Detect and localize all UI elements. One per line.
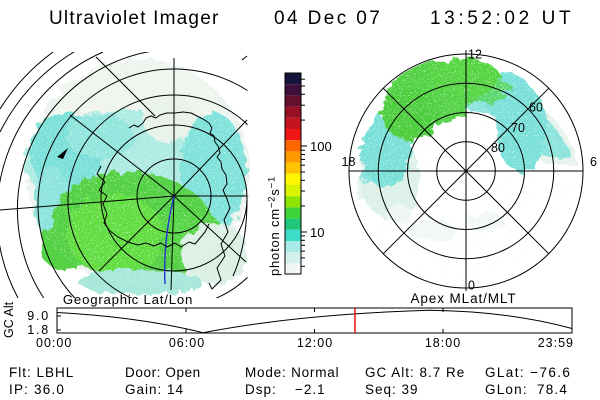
svg-text:photon cm−2s−1: photon cm−2s−1 <box>267 176 283 276</box>
svg-text:78.4: 78.4 <box>537 382 568 397</box>
svg-text:12:00: 12:00 <box>297 336 333 350</box>
svg-text:70: 70 <box>511 121 525 135</box>
svg-text:Gain: 14: Gain: 14 <box>125 382 184 397</box>
svg-text:GC Alt: GC Alt <box>2 301 16 338</box>
svg-text:Flt: LBHL: Flt: LBHL <box>9 365 74 380</box>
svg-text:10: 10 <box>310 225 324 240</box>
svg-text:80: 80 <box>491 141 505 155</box>
svg-text:18: 18 <box>342 155 356 169</box>
svg-text:Apex MLat/MLT: Apex MLat/MLT <box>411 291 517 306</box>
svg-text:13:52:02 UT: 13:52:02 UT <box>430 8 574 29</box>
svg-text:Ultraviolet Imager: Ultraviolet Imager <box>49 8 219 29</box>
svg-text:100: 100 <box>310 139 332 154</box>
svg-text:GC Alt: 8.7 Re: GC Alt: 8.7 Re <box>365 365 465 380</box>
svg-text:18:00: 18:00 <box>425 336 461 350</box>
svg-text:Seq: 39: Seq: 39 <box>365 382 419 397</box>
svg-text:06:00: 06:00 <box>169 336 205 350</box>
svg-text:Mode: Normal: Mode: Normal <box>245 365 339 380</box>
svg-text:60: 60 <box>529 101 543 115</box>
svg-text:Geographic Lat/Lon: Geographic Lat/Lon <box>63 292 193 307</box>
svg-text:−2.1: −2.1 <box>295 382 326 397</box>
svg-text:GLat: −76.6: GLat: −76.6 <box>485 365 571 380</box>
svg-text:IP: 36.0: IP: 36.0 <box>9 382 65 397</box>
svg-text:Door: Open: Door: Open <box>125 365 201 380</box>
svg-text:9.0: 9.0 <box>27 309 50 323</box>
svg-text:6: 6 <box>590 155 597 169</box>
svg-text:1.8: 1.8 <box>27 323 50 337</box>
svg-text:GLon:: GLon: <box>485 382 528 397</box>
svg-text:00:00: 00:00 <box>36 336 72 350</box>
svg-text:Dsp:: Dsp: <box>245 382 277 397</box>
svg-text:0: 0 <box>468 279 475 293</box>
svg-text:12: 12 <box>468 48 482 62</box>
svg-text:23:59: 23:59 <box>538 336 574 350</box>
svg-text:04 Dec 07: 04 Dec 07 <box>274 8 382 29</box>
